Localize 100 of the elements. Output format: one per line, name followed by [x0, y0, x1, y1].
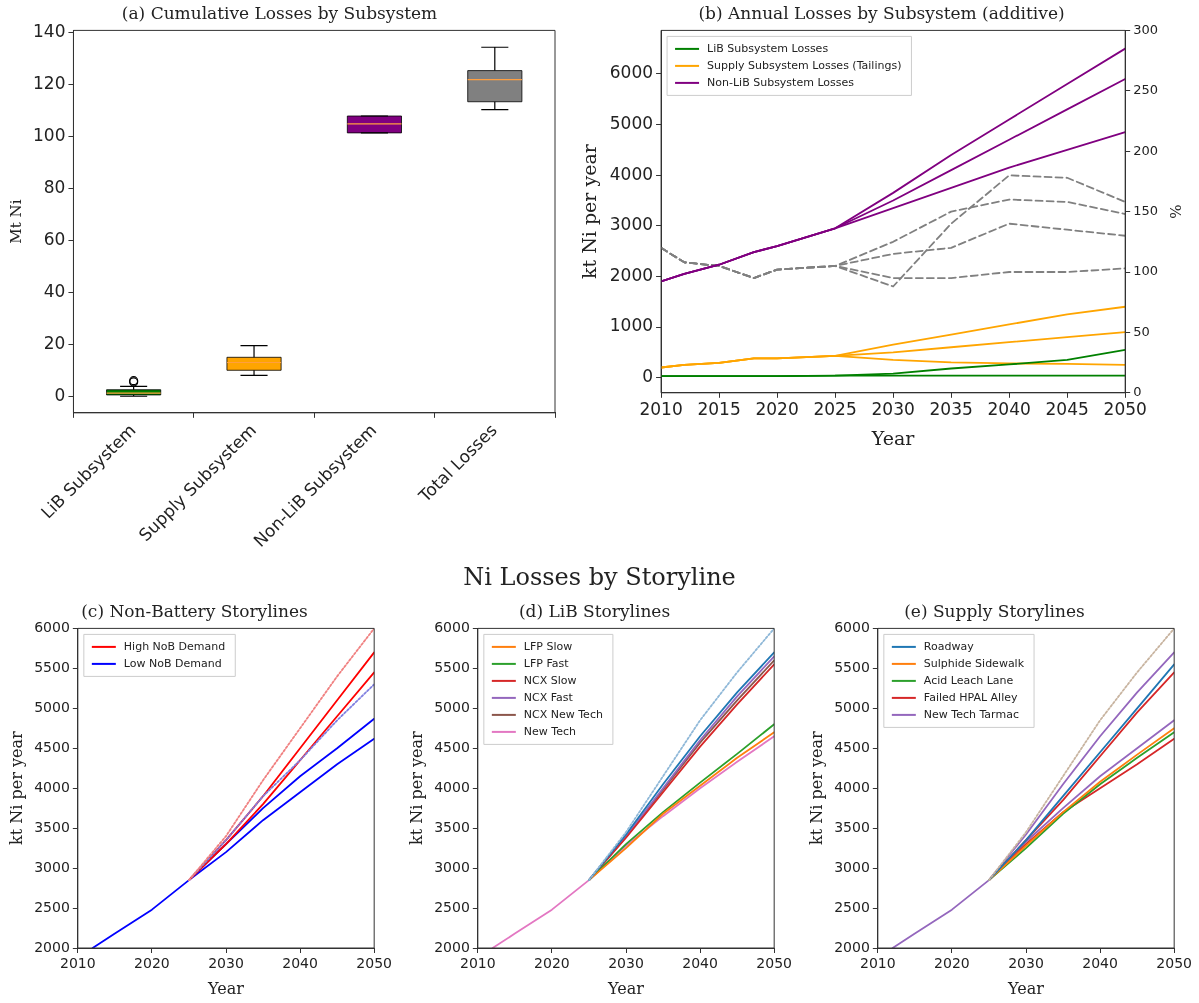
chart-title: (a) Cumulative Losses by Subsystem	[121, 2, 438, 23]
y-tick-label: 2000	[34, 938, 70, 955]
x-tick-label: 2020	[534, 955, 570, 972]
x-tick-label: 2040	[987, 399, 1031, 420]
y-tick-label: 3500	[834, 818, 870, 835]
legend-label: NCX Fast	[523, 690, 574, 704]
x-axis-title: Year	[207, 978, 245, 998]
legend-label: Low NoB Demand	[123, 656, 222, 670]
y-tick-label: 4500	[434, 738, 470, 755]
legend-label: LFP Fast	[523, 656, 570, 670]
x-tick-label: 2010	[860, 955, 896, 972]
x-tick-label: 2025	[813, 399, 857, 420]
y-tick-label: 5000	[434, 698, 470, 715]
y-tick-label: 2000	[434, 938, 470, 955]
chart-title: (c) Non-Battery Storylines	[81, 600, 308, 621]
y-tick-label: 120	[32, 73, 66, 94]
legend-label: Acid Leach Lane	[923, 673, 1014, 687]
x-tick-label: 2050	[1156, 955, 1193, 972]
y-tick-label: 5000	[34, 698, 70, 715]
x-tick-label: 2040	[682, 955, 718, 972]
y-tick-label: 6000	[609, 62, 654, 83]
legend-label: Sulphide Sidewalk	[923, 656, 1025, 670]
y2-tick-label: 0	[1133, 384, 1142, 400]
y-tick-label: 1000	[609, 315, 654, 336]
y-tick-label: 3000	[34, 858, 70, 875]
y2-tick-label: 100	[1133, 263, 1159, 279]
y-tick-label: 80	[43, 177, 66, 198]
y-tick-label: 6000	[834, 619, 870, 636]
x-tick-label: 2010	[460, 955, 496, 972]
y-tick-label: 3500	[434, 818, 470, 835]
legend-label: Supply Subsystem Losses (Tailings)	[707, 58, 902, 72]
y-tick-label: 4000	[834, 778, 870, 795]
legend-label: NCX New Tech	[523, 707, 603, 721]
y-tick-label: 6000	[34, 619, 70, 636]
chart-title: (e) Supply Storylines	[904, 600, 1085, 621]
legend-label: New Tech	[523, 724, 576, 738]
y-tick-label: 4000	[434, 778, 470, 795]
y2-tick-label: 150	[1133, 202, 1159, 218]
y-tick-label: 4500	[834, 738, 870, 755]
legend-label: LiB Subsystem Losses	[707, 41, 829, 55]
x-tick-label: 2030	[608, 955, 644, 972]
y-tick-label: 20	[43, 332, 66, 353]
legend-label: Failed HPAL Alley	[923, 690, 1018, 704]
x-tick-label: 2050	[356, 955, 393, 972]
x-tick-label: 2030	[871, 399, 915, 420]
y-axis-title: kt Ni per year	[6, 731, 26, 845]
y-axis-title: kt Ni per year	[406, 731, 426, 845]
x-tick-label: 2040	[1082, 955, 1118, 972]
y-tick-label: 5000	[834, 698, 870, 715]
x-axis-title: Year	[607, 978, 645, 998]
y-tick-label: 3000	[434, 858, 470, 875]
x-tick-label: 2030	[208, 955, 244, 972]
y2-axis-title: %	[1166, 204, 1185, 219]
text: Ni Losses by Storyline	[462, 563, 737, 591]
y-tick-label: 5000	[609, 112, 654, 133]
y-tick-label: 3000	[834, 858, 870, 875]
x-tick-label: 2010	[60, 955, 96, 972]
x-axis-title: Year	[1007, 978, 1045, 998]
y2-tick-label: 250	[1133, 82, 1159, 98]
x-tick-label: 2035	[929, 399, 973, 420]
x-tick-label: 2040	[282, 955, 318, 972]
chart-title: (d) LiB Storylines	[518, 600, 671, 621]
x-tick-label: 2050	[1103, 399, 1147, 420]
legend-label: Non-LiB Subsystem Losses	[707, 75, 855, 89]
y-tick-label: 60	[43, 228, 66, 249]
y-tick-label: 4500	[34, 738, 70, 755]
y-tick-label: 2500	[34, 898, 70, 915]
y-axis-title: Mt Ni	[6, 199, 25, 244]
chart-title: (b) Annual Losses by Subsystem (additive)	[698, 2, 1065, 23]
y-tick-label: 5500	[834, 658, 870, 675]
legend-label: Roadway	[923, 639, 975, 653]
y-tick-label: 2500	[834, 898, 870, 915]
y2-tick-label: 50	[1133, 323, 1150, 339]
y-tick-label: 2000	[834, 938, 870, 955]
y-tick-label: 2000	[609, 264, 654, 285]
y-tick-label: 100	[32, 125, 66, 146]
y-tick-label: 0	[54, 384, 66, 405]
y-tick-label: 5500	[434, 658, 470, 675]
y-tick-label: 0	[642, 366, 654, 387]
y-tick-label: 6000	[434, 619, 470, 636]
y-tick-label: 5500	[34, 658, 70, 675]
y2-tick-label: 300	[1133, 21, 1159, 37]
y-tick-label: 3500	[34, 818, 70, 835]
y-tick-label: 4000	[609, 163, 654, 184]
y-axis-title: kt Ni per year	[806, 731, 826, 845]
x-tick-label: 2050	[756, 955, 793, 972]
y-axis-title: kt Ni per year	[578, 143, 601, 280]
legend-label: New Tech Tarmac	[923, 707, 1019, 721]
y-tick-label: 40	[43, 280, 66, 301]
legend-label: High NoB Demand	[123, 639, 226, 653]
x-axis-title: Year	[870, 426, 916, 449]
y-tick-label: 4000	[34, 778, 70, 795]
x-tick-label: 2030	[1008, 955, 1044, 972]
x-tick-label: 2010	[639, 399, 683, 420]
y-tick-label: 3000	[609, 214, 654, 235]
x-tick-label: 2020	[755, 399, 799, 420]
legend-label: LFP Slow	[523, 639, 573, 653]
y-tick-label: 140	[32, 21, 66, 42]
x-tick-label: 2015	[697, 399, 741, 420]
y-tick-label: 2500	[434, 898, 470, 915]
